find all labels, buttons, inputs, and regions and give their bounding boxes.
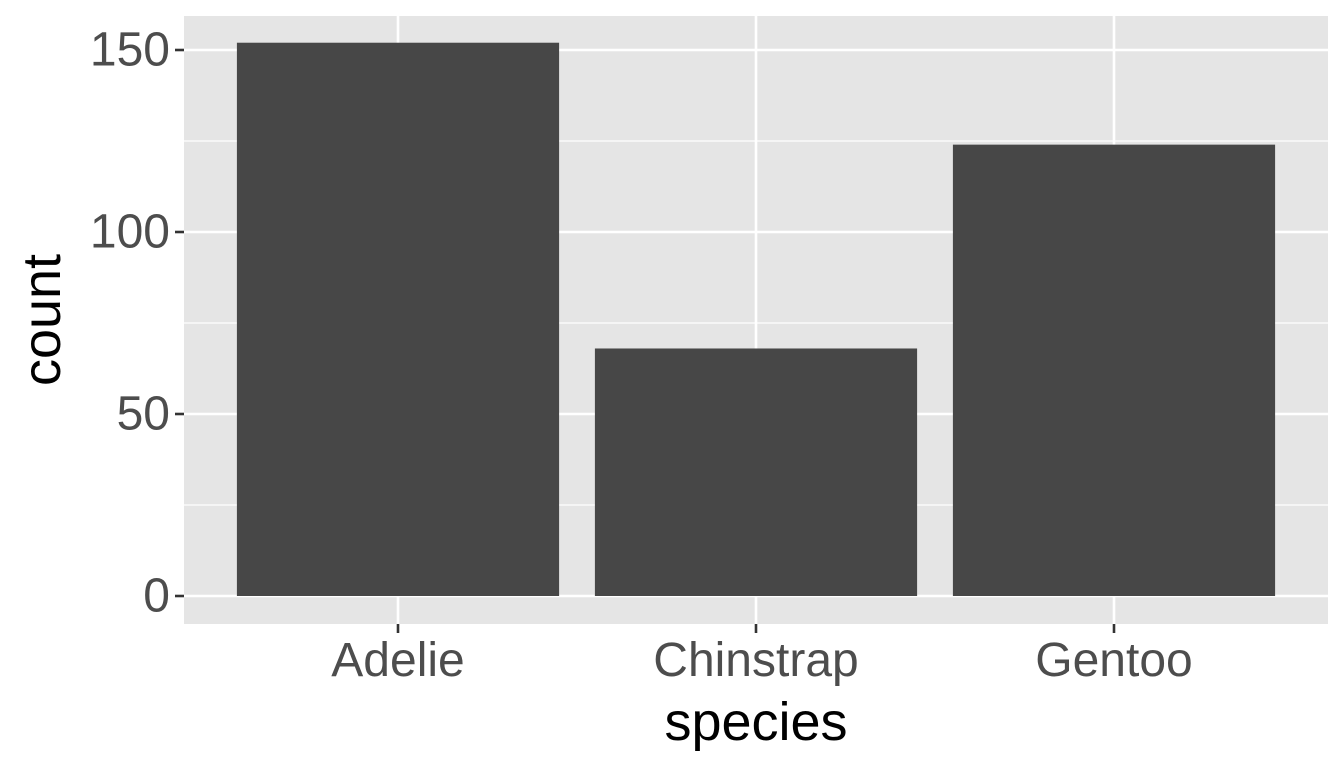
x-tick-label: Adelie [331,634,464,687]
y-axis-title: count [12,254,72,386]
bar-adelie [236,42,560,597]
bar-chinstrap [594,348,918,596]
y-tick-label: 150 [90,24,170,77]
x-tick-label: Gentoo [1035,634,1192,687]
y-tick-label: 0 [143,570,170,623]
bars [236,42,1276,597]
y-axis: 0 50 100 150 [90,24,184,623]
x-axis-title: species [664,692,847,752]
y-tick-label: 50 [117,388,170,441]
x-axis: Adelie Chinstrap Gentoo [331,624,1193,687]
x-tick-label: Chinstrap [653,634,858,687]
bar-gentoo [952,144,1276,596]
y-tick-label: 100 [90,206,170,259]
